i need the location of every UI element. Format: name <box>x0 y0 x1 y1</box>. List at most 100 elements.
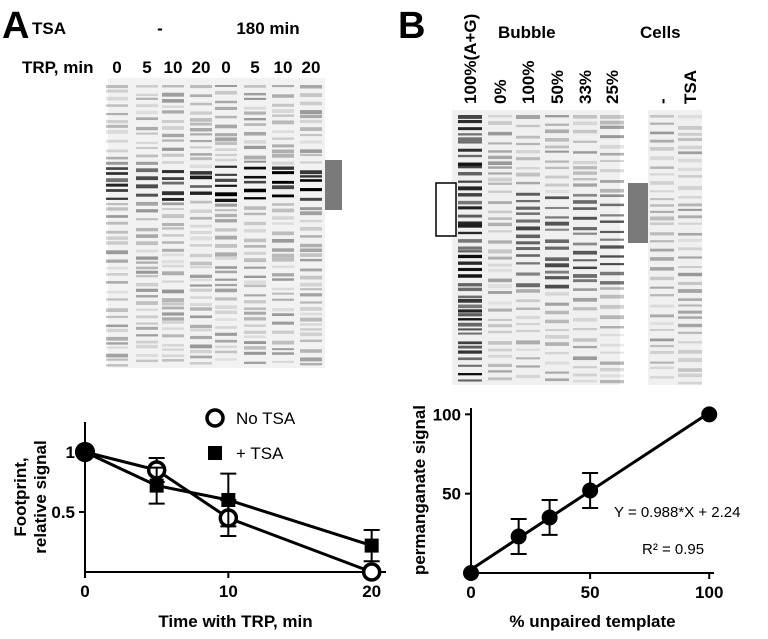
gel-band <box>678 125 702 130</box>
gel-band <box>136 359 158 363</box>
point <box>149 478 164 493</box>
gel-band <box>106 189 128 192</box>
gel-band <box>272 231 294 236</box>
gel-band <box>488 284 512 289</box>
gel-band <box>678 208 702 211</box>
gel-band <box>215 270 237 274</box>
gel-band <box>190 344 212 349</box>
gel-band <box>244 221 266 226</box>
gel-band <box>573 166 597 170</box>
gel-band <box>272 287 294 291</box>
gel-band <box>300 226 322 231</box>
gel-row-label: TRP, min <box>22 58 93 77</box>
gel-band <box>136 241 158 246</box>
gel-band <box>136 340 158 344</box>
gel-band <box>458 357 482 361</box>
gel-band <box>215 133 237 137</box>
gel-band <box>162 202 184 206</box>
gel-image <box>108 78 325 368</box>
gel-band <box>678 381 702 385</box>
gel-band <box>136 184 158 189</box>
gel-band <box>106 183 128 187</box>
gel-band <box>300 332 322 337</box>
gel-band <box>136 110 158 115</box>
gel-band <box>488 210 512 214</box>
gel-band <box>458 304 482 309</box>
gel-band <box>488 348 512 352</box>
gel-band <box>488 182 512 185</box>
gel-band <box>190 335 212 340</box>
gel-band <box>244 92 266 96</box>
gel-band <box>650 122 674 125</box>
gel-band <box>600 281 624 285</box>
gel-band <box>488 222 512 227</box>
gel-band <box>244 307 266 310</box>
gel-band <box>458 119 482 124</box>
gel-band <box>458 373 482 376</box>
gel-band <box>488 166 512 169</box>
gel-band <box>600 144 624 149</box>
x-axis-label: % unpaired template <box>509 612 675 631</box>
gel-band <box>215 158 237 162</box>
panel-label: B <box>398 5 425 47</box>
gel-band <box>545 310 569 315</box>
gel-band <box>545 228 569 231</box>
gel-band <box>300 219 322 223</box>
gel-band <box>458 267 482 272</box>
gel-band <box>573 121 597 126</box>
gel-band <box>162 327 184 330</box>
gel-band <box>162 120 184 123</box>
gel-band <box>516 172 540 177</box>
gel-band <box>650 204 674 207</box>
gel-band <box>678 316 702 319</box>
gel-band <box>162 264 184 268</box>
gel-band <box>136 93 158 97</box>
gel-band <box>488 291 512 294</box>
gel-band <box>600 188 624 193</box>
gel-band <box>600 203 624 207</box>
gel-band <box>458 274 482 278</box>
gel-band <box>106 290 128 294</box>
gel-band <box>573 193 597 197</box>
gel-band <box>545 239 569 243</box>
gel-band <box>516 199 540 203</box>
gel-band <box>190 253 212 258</box>
legend-label: No TSA <box>236 409 296 428</box>
gel-band <box>600 169 624 173</box>
gel-band <box>272 273 294 277</box>
gel-band <box>106 178 128 183</box>
gel-band <box>678 323 702 328</box>
gel-band <box>190 118 212 122</box>
gel-band <box>516 315 540 320</box>
gel-band <box>300 349 322 353</box>
gel-band <box>458 364 482 367</box>
gel-band <box>458 224 482 228</box>
gel-band <box>300 175 322 178</box>
gel-bands <box>106 85 702 385</box>
gel-band <box>162 280 184 283</box>
gel-band <box>162 312 184 316</box>
gel-band <box>136 209 158 213</box>
gel-band <box>162 348 184 351</box>
gel-band <box>600 343 624 347</box>
gel-band <box>488 142 512 145</box>
gel-band <box>190 296 212 299</box>
gel-band <box>545 319 569 324</box>
y-axis-label: Footprint, <box>11 457 30 536</box>
gel-band <box>488 240 512 244</box>
gel-band <box>678 238 702 243</box>
gel-band <box>458 127 482 131</box>
gel-band <box>190 355 212 359</box>
gel-band <box>272 278 294 281</box>
gel-band <box>272 330 294 334</box>
gel-band <box>136 168 158 173</box>
gel-band <box>650 181 674 185</box>
gel-band <box>106 139 128 143</box>
gel-band <box>516 241 540 245</box>
y-tick-label: 50 <box>442 485 461 504</box>
gel-band <box>272 149 294 154</box>
gel-band <box>573 232 597 235</box>
gel-band <box>272 321 294 325</box>
gel-band <box>190 288 212 292</box>
gel-band <box>215 192 237 197</box>
